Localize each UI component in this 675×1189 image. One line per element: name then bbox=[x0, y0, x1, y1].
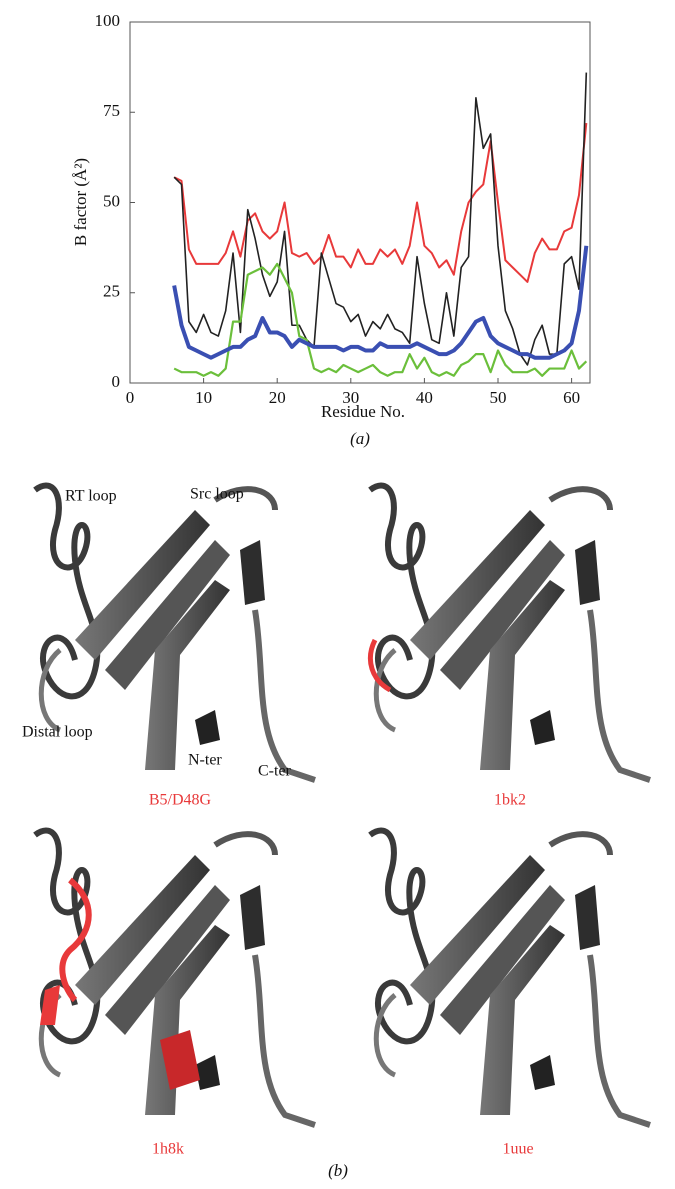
annotation: Src loop bbox=[190, 486, 244, 503]
annotation: RT loop bbox=[65, 488, 117, 505]
y-tick-label: 25 bbox=[103, 282, 120, 301]
y-tick-label: 50 bbox=[103, 191, 120, 210]
structure-label: 1h8k bbox=[152, 1141, 184, 1158]
x-tick-label: 10 bbox=[195, 388, 212, 407]
panel-caption: (b) bbox=[328, 1161, 348, 1180]
x-tick-label: 20 bbox=[269, 388, 286, 407]
figure: 02550751000102030405060 Residue No. B fa… bbox=[0, 0, 675, 1184]
structure-label: 1uue bbox=[502, 1141, 533, 1158]
x-tick-label: 60 bbox=[563, 388, 580, 407]
annotation: C-ter bbox=[258, 763, 292, 780]
x-tick-label: 0 bbox=[126, 388, 135, 407]
y-tick-label: 0 bbox=[112, 372, 121, 391]
x-tick-label: 50 bbox=[490, 388, 507, 407]
data-line bbox=[174, 123, 586, 282]
annotation: N-ter bbox=[188, 752, 222, 769]
y-tick-label: 75 bbox=[103, 101, 120, 120]
x-axis-label: Residue No. bbox=[321, 402, 405, 421]
annotation: Distal loop bbox=[22, 724, 93, 741]
y-tick-label: 100 bbox=[95, 11, 121, 30]
structure-label: 1bk2 bbox=[494, 792, 526, 809]
protein-structure bbox=[370, 486, 650, 780]
protein-structure bbox=[370, 831, 650, 1125]
panel-caption: (a) bbox=[350, 429, 370, 448]
data-line bbox=[174, 246, 586, 358]
y-axis-label: B factor (Å²) bbox=[71, 158, 90, 246]
structure-label: B5/D48G bbox=[149, 792, 212, 809]
x-tick-label: 40 bbox=[416, 388, 433, 407]
plot-frame bbox=[130, 22, 590, 383]
